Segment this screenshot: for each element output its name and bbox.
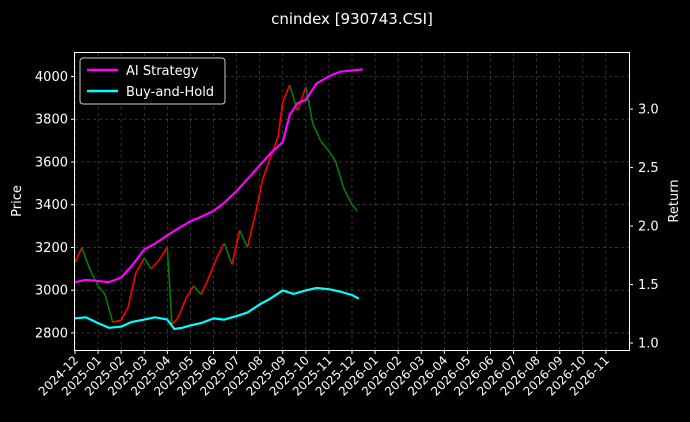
price-segment bbox=[231, 230, 241, 265]
price-segment bbox=[328, 150, 337, 163]
price-segment bbox=[342, 187, 353, 206]
series-line-ai-strategy bbox=[74, 68, 363, 284]
y-right-tick-label: 1.0 bbox=[638, 336, 659, 351]
price-segment bbox=[312, 123, 322, 141]
price-segment bbox=[127, 272, 137, 308]
price-segment bbox=[215, 242, 225, 259]
price-segment bbox=[97, 285, 106, 295]
price-segment bbox=[143, 257, 152, 270]
legend: AI Strategy Buy-and-Hold bbox=[79, 57, 226, 105]
y-left-tick-label: 3600 bbox=[35, 155, 68, 170]
y-right-tick-label: 2.0 bbox=[638, 220, 659, 235]
legend-label-ai-strategy: AI Strategy bbox=[126, 64, 199, 79]
price-segment bbox=[150, 259, 160, 270]
price-segment bbox=[192, 285, 202, 295]
y-left-tick-label: 3200 bbox=[35, 241, 68, 256]
y-left-tick-label: 3400 bbox=[35, 198, 68, 213]
price-segment bbox=[112, 319, 122, 323]
y-right-tick-label: 1.5 bbox=[638, 278, 659, 293]
price-segment bbox=[185, 285, 195, 300]
chart-title: cnindex [930743.CSI] bbox=[271, 10, 433, 28]
price-segment bbox=[200, 277, 210, 295]
price-segment bbox=[238, 230, 249, 248]
right-axis: 1.0 1.5 2.0 2.5 3.0 bbox=[629, 103, 659, 351]
price-series bbox=[74, 84, 358, 325]
legend-label-buy-and-hold: Buy-and-Hold bbox=[126, 85, 214, 100]
series-line-buy-and-hold bbox=[74, 286, 360, 331]
price-segment bbox=[135, 257, 145, 274]
y-right-tick-label: 2.5 bbox=[638, 161, 659, 176]
price-segment bbox=[177, 298, 187, 319]
price-segment bbox=[319, 140, 330, 152]
y-left-tick-label: 4000 bbox=[35, 70, 68, 85]
price-segment bbox=[158, 246, 169, 261]
line-series bbox=[74, 68, 363, 331]
price-segment bbox=[104, 294, 114, 323]
price-segment bbox=[277, 102, 284, 137]
y-right-tick-label: 3.0 bbox=[638, 103, 659, 118]
price-segment bbox=[208, 257, 218, 278]
price-segment bbox=[246, 215, 256, 248]
price-segment bbox=[81, 247, 91, 270]
y-left-tick-label: 3800 bbox=[35, 113, 68, 128]
price-segment bbox=[120, 306, 129, 321]
y-left-tick-label: 2800 bbox=[35, 326, 68, 341]
price-segment bbox=[261, 157, 272, 180]
price-segment bbox=[296, 86, 307, 111]
price-segment bbox=[282, 84, 291, 103]
price-segment bbox=[74, 247, 83, 263]
price-segment bbox=[254, 178, 264, 216]
y-axis-right-label: Return bbox=[667, 179, 682, 222]
price-segment bbox=[88, 268, 99, 287]
price-segment bbox=[305, 87, 314, 124]
y-axis-left-label: Price bbox=[10, 185, 25, 217]
price-segment bbox=[223, 242, 233, 265]
price-segment bbox=[171, 317, 179, 325]
price-segment bbox=[269, 136, 279, 158]
price-segment bbox=[166, 247, 173, 325]
left-axis: 2800 3000 3200 3400 3600 3800 4000 bbox=[35, 70, 75, 341]
price-segment bbox=[351, 204, 358, 212]
y-left-tick-label: 3000 bbox=[35, 284, 68, 299]
price-segment bbox=[335, 161, 345, 188]
